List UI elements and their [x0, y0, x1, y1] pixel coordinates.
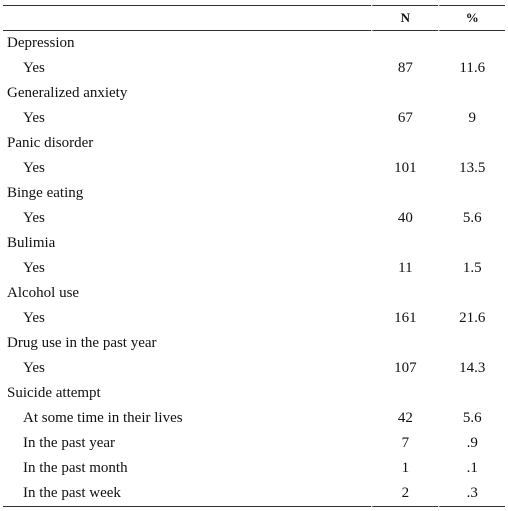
item-row: Yes 161 21.6: [3, 306, 505, 331]
empty-cell: [371, 181, 437, 206]
item-row: Yes 11 1.5: [3, 256, 505, 281]
group-label: Panic disorder: [7, 135, 94, 151]
count-cell: 161: [371, 306, 437, 331]
count-cell: 40: [371, 206, 437, 231]
group-label: Depression: [7, 35, 75, 51]
empty-cell: [437, 81, 506, 106]
header-row: N %: [3, 5, 505, 31]
item-row: Yes 67 9: [3, 106, 505, 131]
empty-cell: [371, 31, 437, 56]
group-row: Drug use in the past year: [3, 331, 505, 356]
item-label: In the past month: [23, 460, 128, 476]
item-label: Yes: [23, 110, 45, 126]
group-label: Generalized anxiety: [7, 85, 128, 101]
item-label: Yes: [23, 360, 45, 376]
empty-cell: [371, 331, 437, 356]
percent-cell: .9: [437, 431, 506, 456]
count-cell: 87: [371, 56, 437, 81]
percent-cell: .1: [437, 456, 506, 481]
item-label: Yes: [23, 310, 45, 326]
empty-cell: [437, 131, 506, 156]
data-table: N % Depression Yes 87 11.6 Generalized anxie…: [3, 5, 505, 507]
empty-cell: [371, 281, 437, 306]
group-label: Binge eating: [7, 185, 84, 201]
percent-cell: 13.5: [437, 156, 506, 181]
item-label: In the past year: [23, 435, 116, 451]
header-cell: N: [371, 5, 438, 31]
group-row: Binge eating: [3, 181, 505, 206]
group-row: Depression: [3, 31, 505, 56]
item-row: Yes 107 14.3: [3, 356, 505, 381]
empty-cell: [437, 31, 506, 56]
header-cell: [3, 5, 372, 31]
percent-cell: 1.5: [437, 256, 506, 281]
count-cell: 101: [371, 156, 437, 181]
header-cell: %: [437, 5, 505, 31]
percent-cell: 5.6: [437, 206, 506, 231]
item-row: Yes 87 11.6: [3, 56, 505, 81]
empty-cell: [437, 381, 506, 406]
group-row: Suicide attempt: [3, 381, 505, 406]
count-cell: 7: [371, 431, 437, 456]
group-row: Bulimia: [3, 231, 505, 256]
item-row: Yes 101 13.5: [3, 156, 505, 181]
count-cell: 67: [371, 106, 437, 131]
empty-cell: [437, 231, 506, 256]
item-label: Yes: [23, 60, 45, 76]
item-label: Yes: [23, 260, 45, 276]
item-row: In the past month 1.1: [3, 456, 505, 481]
item-row: In the past year 7.9: [3, 431, 505, 456]
percent-cell: 9: [437, 106, 506, 131]
empty-cell: [371, 81, 437, 106]
empty-cell: [437, 331, 506, 356]
count-cell: 1: [371, 456, 437, 481]
empty-cell: [371, 131, 437, 156]
percent-cell: .3: [437, 481, 505, 507]
item-label: In the past week: [3, 481, 372, 507]
table-body: Depression Yes 87 11.6 Generalized anxiety Ye…: [3, 31, 505, 507]
group-row: Alcohol use: [3, 281, 505, 306]
percent-cell: 5.6: [437, 406, 506, 431]
empty-cell: [371, 231, 437, 256]
count-cell: 42: [371, 406, 437, 431]
group-label: Drug use in the past year: [7, 335, 157, 351]
empty-cell: [371, 381, 437, 406]
item-label: At some time in their lives: [23, 410, 183, 426]
item-row: In the past week 2.3: [3, 481, 505, 507]
item-label: Yes: [23, 160, 45, 176]
item-row: At some time in their lives 42 5.6: [3, 406, 505, 431]
group-label: Alcohol use: [7, 285, 80, 301]
percent-cell: 14.3: [437, 356, 506, 381]
item-label: Yes: [23, 210, 45, 226]
item-row: Yes 40 5.6: [3, 206, 505, 231]
group-row: Panic disorder: [3, 131, 505, 156]
group-label: Bulimia: [7, 235, 56, 251]
count-cell: 107: [371, 356, 437, 381]
group-row: Generalized anxiety: [3, 81, 505, 106]
count-cell: 2: [371, 481, 438, 507]
empty-cell: [437, 281, 506, 306]
group-label: Suicide attempt: [7, 385, 101, 401]
percent-cell: 21.6: [437, 306, 506, 331]
empty-cell: [437, 181, 506, 206]
count-cell: 11: [371, 256, 437, 281]
percent-cell: 11.6: [437, 56, 506, 81]
